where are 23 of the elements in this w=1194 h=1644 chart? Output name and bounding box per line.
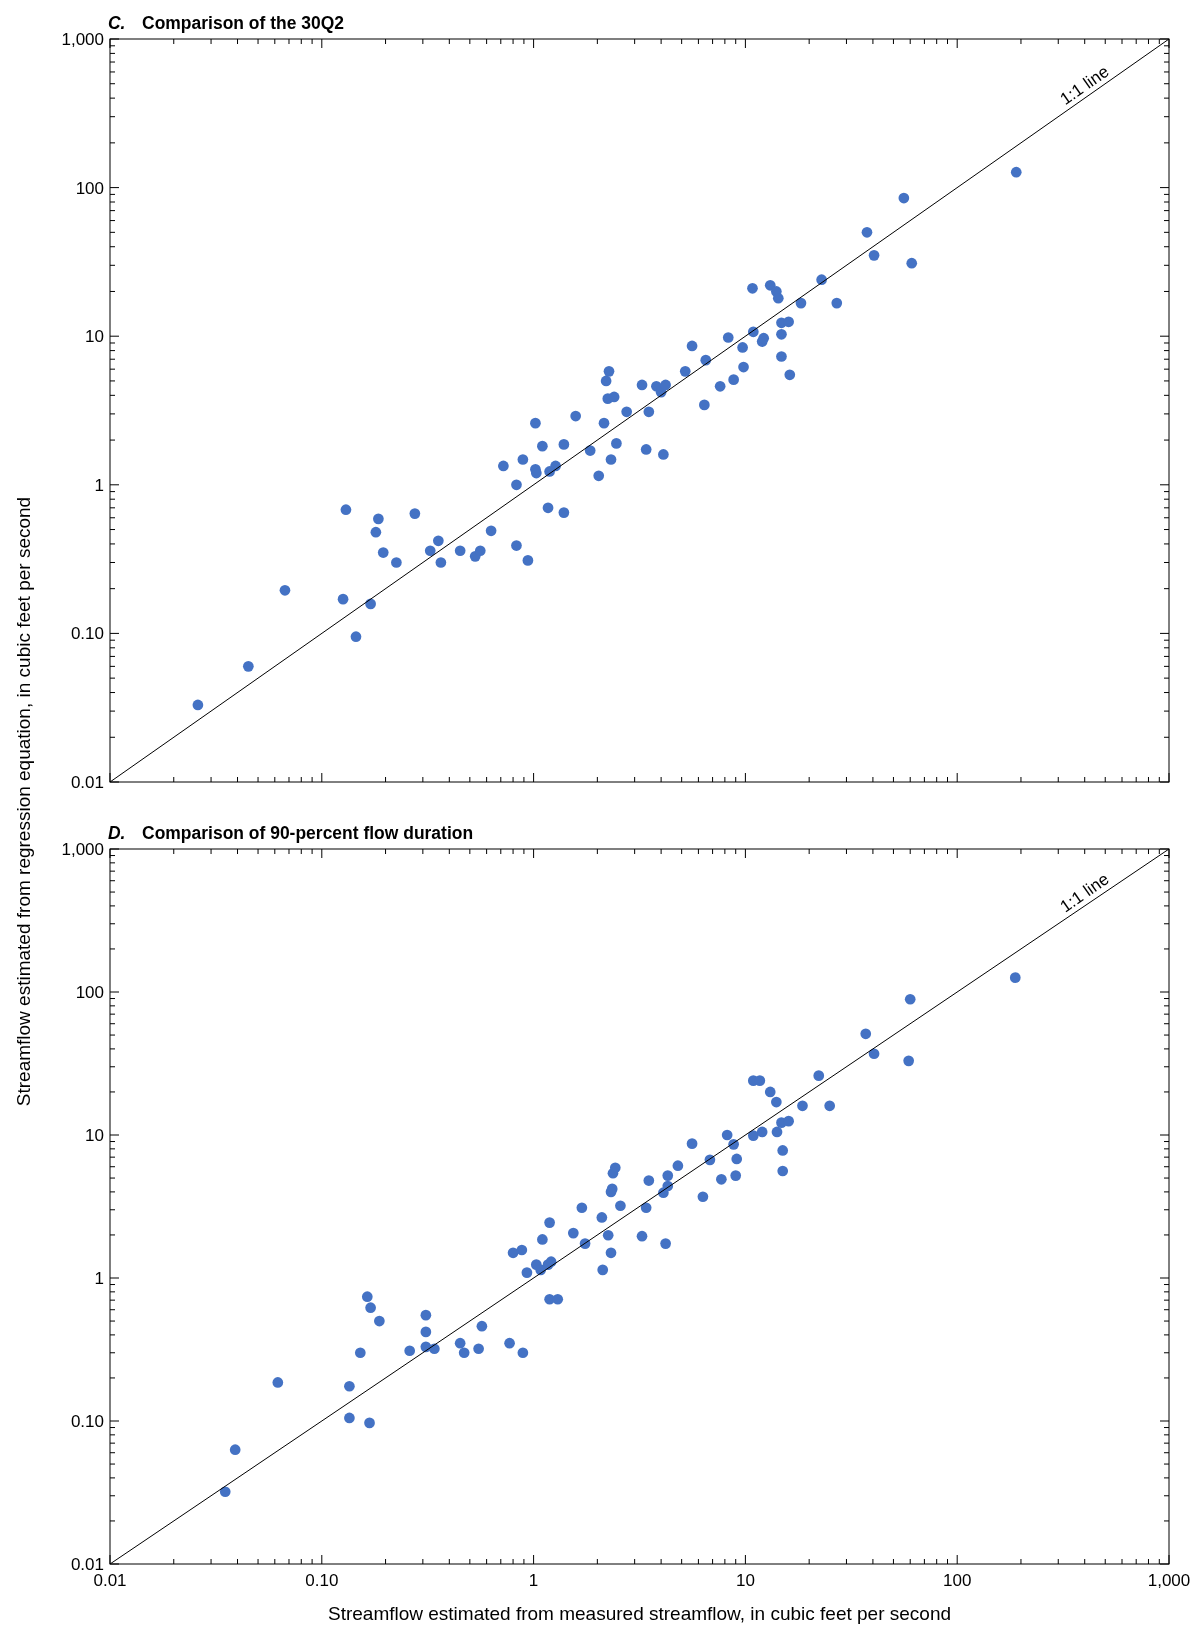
y-axis-title: Streamflow estimated from regression equation, in cubic feet per second (13, 496, 34, 1107)
y-tick-label: 0.10 (70, 1412, 104, 1431)
x-tick-label: 0.10 (305, 1571, 339, 1590)
chart-title: C. Comparison of the 30Q2 (108, 11, 345, 34)
annotation: 1:1 line (1056, 61, 1113, 109)
y-tick-label: 0.01 (70, 773, 104, 792)
x-axis-title: Streamflow estimated from measured streamflow, in cubic feet per second (327, 1603, 952, 1624)
chart-title: D. Comparison of 90-percent flow duration (108, 821, 474, 844)
x-tick-label: 1,000 (1147, 1571, 1191, 1590)
x-tick-label: 10 (735, 1571, 755, 1590)
x-tick-label: 1 (528, 1571, 539, 1590)
y-tick-label: 0.10 (70, 624, 104, 644)
y-tick-label: 1,000 (61, 840, 104, 859)
x-tick-label: 100 (943, 1571, 972, 1590)
y-tick-label: 100 (75, 983, 104, 1002)
y-tick-label: 10 (85, 327, 104, 347)
y-tick-label: 1 (94, 1269, 104, 1288)
y-tick-label: 1,000 (61, 30, 104, 49)
y-tick-label: 0.01 (70, 1555, 104, 1574)
annotation: 1:1 line (1056, 869, 1113, 917)
y-tick-label: 1 (94, 475, 104, 495)
y-tick-label: 100 (75, 178, 104, 198)
y-tick-label: 10 (85, 1126, 104, 1145)
